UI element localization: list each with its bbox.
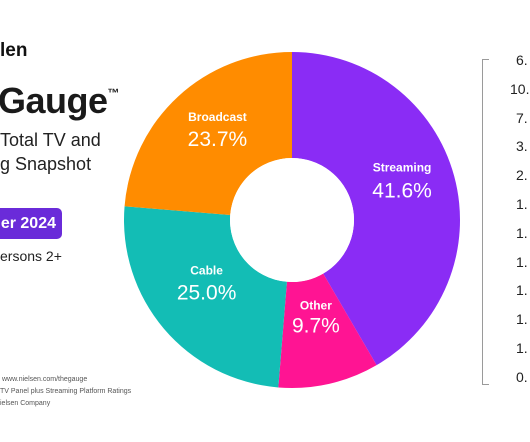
slice-label-cable: Cable	[190, 263, 223, 277]
page-title: Gauge™	[0, 80, 120, 122]
footer-source: TV Panel plus Streaming Platform Ratings	[0, 388, 132, 395]
right-list-value: 1.	[516, 311, 528, 328]
slice-cable	[124, 206, 287, 388]
slice-value-other: 9.7%	[292, 314, 340, 337]
nielsen-logo: len	[0, 40, 28, 61]
right-list-value: 0.	[516, 368, 528, 385]
footer-url[interactable]: www.nielsen.com/thegauge	[2, 376, 88, 383]
slice-label-other: Other	[300, 298, 332, 312]
right-bracket	[482, 59, 489, 385]
month-badge: er 2024	[0, 208, 62, 239]
right-list-value: 10.	[510, 80, 530, 97]
right-list: 6. 10. 7. 3. 2. 1. 1. 1. 1. 1. 1. 0.	[482, 52, 530, 385]
trademark-symbol: ™	[107, 86, 120, 100]
slice-value-broadcast: 23.7%	[188, 128, 248, 151]
slice-value-cable: 25.0%	[177, 281, 237, 304]
footer-copyright: ielsen Company	[0, 400, 51, 407]
right-list-value: 1.	[516, 196, 528, 212]
slice-broadcast	[124, 52, 293, 215]
title-text: Gauge	[0, 80, 108, 121]
demographic-label: ersons 2+	[0, 248, 62, 264]
right-list-value: 1.	[516, 282, 528, 299]
right-list-value: 6.	[516, 52, 528, 68]
right-list-value: 1.	[516, 253, 528, 270]
right-list-value: 1.	[516, 340, 528, 356]
right-list-value: 2.	[516, 167, 528, 184]
right-list-value: 7.	[516, 109, 528, 126]
slice-streaming	[292, 52, 461, 366]
right-list-value: 3.	[516, 138, 528, 155]
slice-value-streaming: 41.6%	[372, 179, 432, 202]
slice-label-streaming: Streaming	[373, 160, 432, 174]
slice-label-broadcast: Broadcast	[188, 110, 247, 124]
right-list-value: 1.	[516, 224, 528, 241]
subtitle-line-1: Total TV and	[0, 130, 101, 150]
subtitle-line-2: g Snapshot	[0, 154, 92, 174]
donut-hole	[230, 158, 354, 282]
slice-other	[278, 273, 377, 389]
